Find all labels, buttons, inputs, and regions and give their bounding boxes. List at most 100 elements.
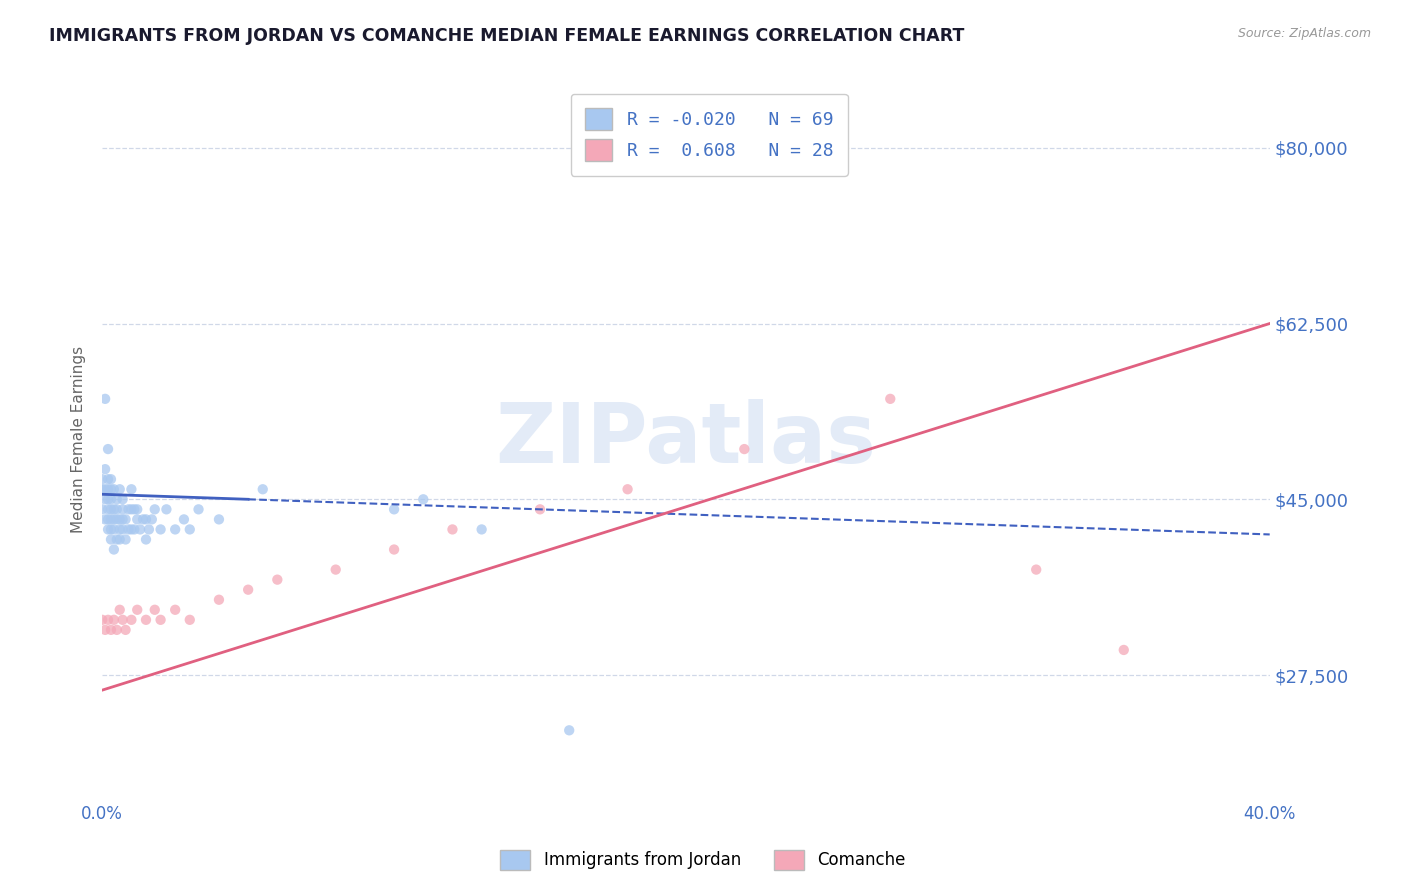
Point (100, 523, 122, 537)
Point (1025, 563, 1047, 577)
Point (132, 512, 155, 526)
Point (120, 613, 142, 627)
Point (124, 502, 146, 516)
Point (111, 502, 134, 516)
Point (111, 613, 134, 627)
Point (108, 512, 131, 526)
Point (105, 492, 128, 507)
Point (105, 502, 128, 516)
Point (97, 502, 120, 516)
Point (1112, 643, 1135, 657)
Point (108, 533, 131, 547)
Point (97, 442, 120, 456)
Point (97, 492, 120, 507)
Point (127, 502, 149, 516)
Point (108, 603, 131, 617)
Point (114, 623, 136, 637)
Point (91, 502, 114, 516)
Point (94, 623, 117, 637)
Point (149, 523, 172, 537)
Point (173, 512, 195, 526)
Point (94, 482, 117, 496)
Point (103, 542, 125, 557)
Point (266, 573, 288, 587)
Point (91, 472, 114, 486)
Text: IMMIGRANTS FROM JORDAN VS COMANCHE MEDIAN FEMALE EARNINGS CORRELATION CHART: IMMIGRANTS FROM JORDAN VS COMANCHE MEDIA… (49, 27, 965, 45)
Point (100, 472, 122, 486)
Point (733, 442, 755, 456)
Point (100, 502, 122, 516)
Text: Source: ZipAtlas.com: Source: ZipAtlas.com (1237, 27, 1371, 40)
Point (120, 523, 142, 537)
Point (111, 492, 134, 507)
Point (143, 502, 166, 516)
Point (208, 512, 231, 526)
Point (100, 623, 122, 637)
Legend: R = -0.020   N = 69, R =  0.608   N = 28: R = -0.020 N = 69, R = 0.608 N = 28 (571, 94, 848, 176)
Point (412, 492, 434, 507)
Point (616, 482, 638, 496)
Point (120, 482, 142, 496)
Point (97, 512, 120, 526)
Point (111, 523, 134, 537)
Point (141, 512, 163, 526)
Point (97, 482, 120, 496)
Point (117, 502, 139, 516)
Point (94, 392, 117, 406)
Point (127, 512, 149, 526)
Point (382, 542, 405, 557)
Point (143, 603, 166, 617)
Point (129, 523, 152, 537)
Point (111, 512, 134, 526)
Point (325, 563, 347, 577)
Point (114, 533, 136, 547)
Point (97, 523, 120, 537)
Point (179, 523, 201, 537)
Point (127, 603, 149, 617)
Point (103, 613, 125, 627)
Point (120, 502, 142, 516)
Point (529, 502, 551, 516)
Point (252, 482, 274, 496)
Point (100, 533, 122, 547)
Point (91, 613, 114, 627)
Point (105, 623, 128, 637)
Point (135, 533, 157, 547)
Point (208, 592, 231, 607)
Point (135, 512, 157, 526)
Point (103, 523, 125, 537)
Point (94, 492, 117, 507)
Legend: Immigrants from Jordan, Comanche: Immigrants from Jordan, Comanche (494, 843, 912, 877)
Point (165, 523, 187, 537)
Point (97, 613, 120, 627)
Point (100, 512, 122, 526)
Point (100, 492, 122, 507)
Text: ZIPatlas: ZIPatlas (495, 399, 876, 480)
Point (105, 533, 128, 547)
Point (114, 512, 136, 526)
Point (97, 472, 120, 486)
Point (94, 512, 117, 526)
Point (124, 523, 146, 537)
Point (103, 482, 125, 496)
Point (103, 502, 125, 516)
Point (94, 462, 117, 476)
Point (108, 523, 131, 537)
Point (471, 523, 494, 537)
Point (441, 523, 464, 537)
Point (105, 512, 128, 526)
Point (91, 482, 114, 496)
Point (108, 482, 131, 496)
Point (165, 603, 187, 617)
Point (103, 512, 125, 526)
Point (135, 613, 157, 627)
Y-axis label: Median Female Earnings: Median Female Earnings (72, 345, 86, 533)
Point (100, 482, 122, 496)
Point (138, 523, 160, 537)
Point (558, 723, 581, 738)
Point (117, 523, 139, 537)
Point (187, 502, 209, 516)
Point (236, 582, 259, 597)
Point (149, 613, 172, 627)
Point (382, 502, 405, 516)
